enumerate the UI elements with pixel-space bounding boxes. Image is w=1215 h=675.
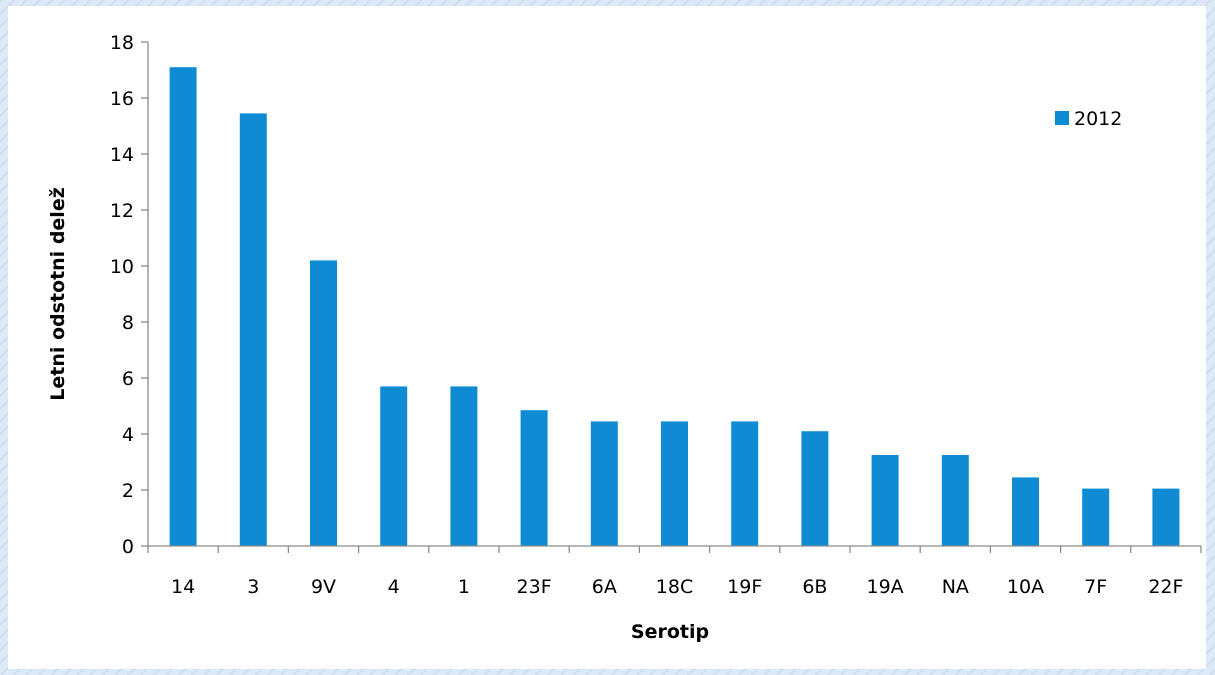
bar-19A (871, 455, 899, 546)
y-axis-title: Letni odstotni delež (47, 187, 69, 401)
x-tick-label: 18C (656, 576, 693, 598)
x-tick-label: 23F (517, 576, 552, 598)
bar-10A (1012, 477, 1039, 546)
x-tick-label: 7F (1084, 576, 1107, 598)
y-axis-ticks: 0 2 4 6 8 10 12 14 16 18 (110, 32, 148, 558)
legend-swatch (1055, 111, 1069, 125)
y-tick-label: 4 (122, 424, 134, 446)
bar-23F (520, 410, 548, 546)
y-tick-label: 18 (110, 32, 134, 54)
axes (147, 42, 1201, 547)
y-tick-label: 8 (122, 312, 134, 334)
x-tick-label: 14 (171, 576, 195, 598)
bar-6A (590, 421, 618, 546)
bar-4 (380, 386, 408, 546)
x-tick-label: 9V (311, 576, 336, 598)
y-tick-label: 2 (122, 480, 134, 502)
legend-label: 2012 (1074, 108, 1122, 130)
x-tick-label: 3 (247, 576, 259, 598)
x-axis-title: Serotip (631, 621, 709, 643)
x-tick-label: 22F (1148, 576, 1183, 598)
bar-6B (801, 431, 829, 546)
y-tick-label: 12 (110, 200, 134, 222)
bar-14 (169, 67, 197, 546)
bar-3 (239, 113, 267, 547)
bars (169, 67, 1180, 547)
legend: 2012 (1055, 108, 1122, 130)
chart-panel: 0 2 4 6 8 10 12 14 16 18 14 3 9V 4 1 23F 6A 18C 19F 6B 19A N… (8, 6, 1206, 669)
x-tick-label: 6B (802, 576, 827, 598)
bar-7F (1082, 488, 1110, 546)
bar-9V (310, 260, 337, 546)
bar-22F (1152, 488, 1180, 546)
x-tick-label: 19F (727, 576, 762, 598)
y-tick-label: 16 (110, 88, 134, 110)
y-tick-label: 14 (110, 144, 134, 166)
bar-1 (450, 386, 478, 546)
x-tick-label: 10A (1007, 576, 1044, 598)
y-tick-label: 6 (122, 368, 134, 390)
x-axis-ticks: 14 3 9V 4 1 23F 6A 18C 19F 6B 19A NA 10A 7F 22F (147, 546, 1202, 598)
bar-18C (661, 421, 688, 546)
y-tick-label: 0 (122, 536, 134, 558)
bar-NA (941, 455, 969, 546)
bar-19F (731, 421, 759, 546)
x-tick-label: 4 (388, 576, 400, 598)
x-tick-label: 6A (592, 576, 617, 598)
y-tick-label: 10 (110, 256, 134, 278)
x-tick-label: 1 (458, 576, 470, 598)
bar-chart: 0 2 4 6 8 10 12 14 16 18 14 3 9V 4 1 23F 6A 18C 19F 6B 19A N… (47, 32, 1202, 643)
x-tick-label: 19A (867, 576, 904, 598)
x-tick-label: NA (942, 576, 969, 598)
